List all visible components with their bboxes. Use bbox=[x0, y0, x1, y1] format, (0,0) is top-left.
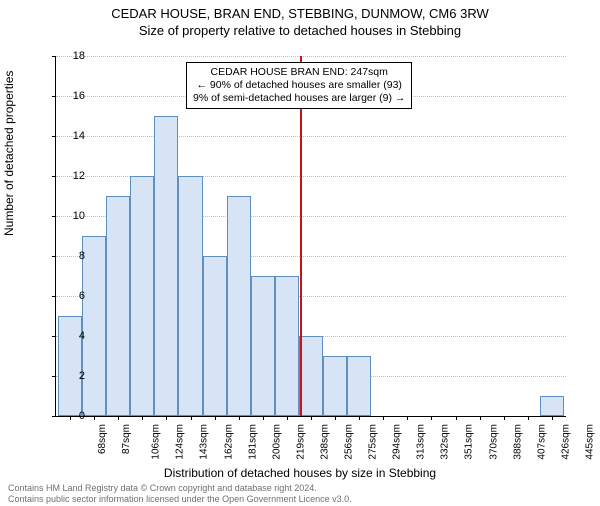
bar bbox=[178, 176, 202, 416]
xtick-label: 143sqm bbox=[199, 424, 210, 460]
ytick-mark bbox=[52, 176, 56, 177]
xtick-label: 407sqm bbox=[536, 424, 547, 460]
ytick-mark bbox=[52, 256, 56, 257]
xtick-mark bbox=[263, 416, 264, 420]
title-sub: Size of property relative to detached ho… bbox=[0, 23, 600, 38]
bar bbox=[299, 336, 323, 416]
xtick-label: 124sqm bbox=[175, 424, 186, 460]
xtick-label: 106sqm bbox=[151, 424, 162, 460]
xtick-label: 181sqm bbox=[247, 424, 258, 460]
xtick-mark bbox=[335, 416, 336, 420]
annotation-line: 9% of semi-detached houses are larger (9… bbox=[193, 92, 405, 105]
footer-line-1: Contains HM Land Registry data © Crown c… bbox=[8, 483, 352, 493]
highlight-line bbox=[300, 56, 302, 416]
gridline bbox=[56, 136, 566, 137]
xtick-label: 219sqm bbox=[295, 424, 306, 460]
bar bbox=[227, 196, 251, 416]
ytick-label: 0 bbox=[60, 410, 85, 422]
annotation-line: ← 90% of detached houses are smaller (93… bbox=[193, 79, 405, 92]
xtick-mark bbox=[118, 416, 119, 420]
ytick-mark bbox=[52, 336, 56, 337]
ytick-mark bbox=[52, 216, 56, 217]
footer-attribution: Contains HM Land Registry data © Crown c… bbox=[8, 483, 352, 504]
ytick-label: 16 bbox=[60, 90, 85, 102]
xtick-label: 313sqm bbox=[416, 424, 427, 460]
annotation-box: CEDAR HOUSE BRAN END: 247sqm← 90% of det… bbox=[186, 62, 412, 109]
ytick-label: 10 bbox=[60, 210, 85, 222]
xtick-label: 426sqm bbox=[560, 424, 571, 460]
xtick-mark bbox=[431, 416, 432, 420]
xtick-label: 370sqm bbox=[488, 424, 499, 460]
xtick-label: 275sqm bbox=[368, 424, 379, 460]
ytick-label: 2 bbox=[60, 370, 85, 382]
xtick-label: 162sqm bbox=[223, 424, 234, 460]
xtick-mark bbox=[528, 416, 529, 420]
ytick-mark bbox=[52, 136, 56, 137]
xtick-label: 238sqm bbox=[319, 424, 330, 460]
ytick-mark bbox=[52, 376, 56, 377]
xtick-label: 294sqm bbox=[392, 424, 403, 460]
bar bbox=[82, 236, 106, 416]
bar bbox=[130, 176, 154, 416]
xtick-mark bbox=[456, 416, 457, 420]
chart-area: CEDAR HOUSE BRAN END: 247sqm← 90% of det… bbox=[55, 56, 566, 417]
xtick-mark bbox=[142, 416, 143, 420]
xtick-label: 332sqm bbox=[440, 424, 451, 460]
ytick-label: 12 bbox=[60, 170, 85, 182]
ytick-label: 18 bbox=[60, 50, 85, 62]
xtick-mark bbox=[94, 416, 95, 420]
bar bbox=[275, 276, 299, 416]
xtick-mark bbox=[359, 416, 360, 420]
xtick-label: 87sqm bbox=[121, 424, 132, 454]
bar bbox=[203, 256, 227, 416]
xtick-mark bbox=[552, 416, 553, 420]
xtick-mark bbox=[311, 416, 312, 420]
bar bbox=[251, 276, 275, 416]
xtick-label: 256sqm bbox=[344, 424, 355, 460]
xtick-label: 388sqm bbox=[512, 424, 523, 460]
bar bbox=[540, 396, 564, 416]
ytick-mark bbox=[52, 56, 56, 57]
ytick-mark bbox=[52, 296, 56, 297]
xtick-mark bbox=[407, 416, 408, 420]
bar bbox=[154, 116, 178, 416]
xtick-mark bbox=[480, 416, 481, 420]
xtick-mark bbox=[287, 416, 288, 420]
ytick-label: 14 bbox=[60, 130, 85, 142]
gridline bbox=[56, 56, 566, 57]
xtick-mark bbox=[239, 416, 240, 420]
ytick-label: 4 bbox=[60, 330, 85, 342]
ytick-mark bbox=[52, 96, 56, 97]
footer-line-2: Contains public sector information licen… bbox=[8, 494, 352, 504]
xtick-label: 445sqm bbox=[585, 424, 596, 460]
ytick-label: 8 bbox=[60, 250, 85, 262]
bar bbox=[106, 196, 130, 416]
y-axis-label: Number of detached properties bbox=[2, 71, 16, 236]
xtick-mark bbox=[215, 416, 216, 420]
annotation-line: CEDAR HOUSE BRAN END: 247sqm bbox=[193, 66, 405, 79]
title-main: CEDAR HOUSE, BRAN END, STEBBING, DUNMOW,… bbox=[0, 6, 600, 21]
xtick-label: 351sqm bbox=[464, 424, 475, 460]
xtick-mark bbox=[166, 416, 167, 420]
x-axis-label: Distribution of detached houses by size … bbox=[0, 466, 600, 480]
xtick-label: 68sqm bbox=[97, 424, 108, 454]
xtick-mark bbox=[191, 416, 192, 420]
xtick-label: 200sqm bbox=[271, 424, 282, 460]
ytick-mark bbox=[52, 416, 56, 417]
bar bbox=[347, 356, 371, 416]
xtick-mark bbox=[504, 416, 505, 420]
bar bbox=[323, 356, 347, 416]
xtick-mark bbox=[383, 416, 384, 420]
ytick-label: 6 bbox=[60, 290, 85, 302]
